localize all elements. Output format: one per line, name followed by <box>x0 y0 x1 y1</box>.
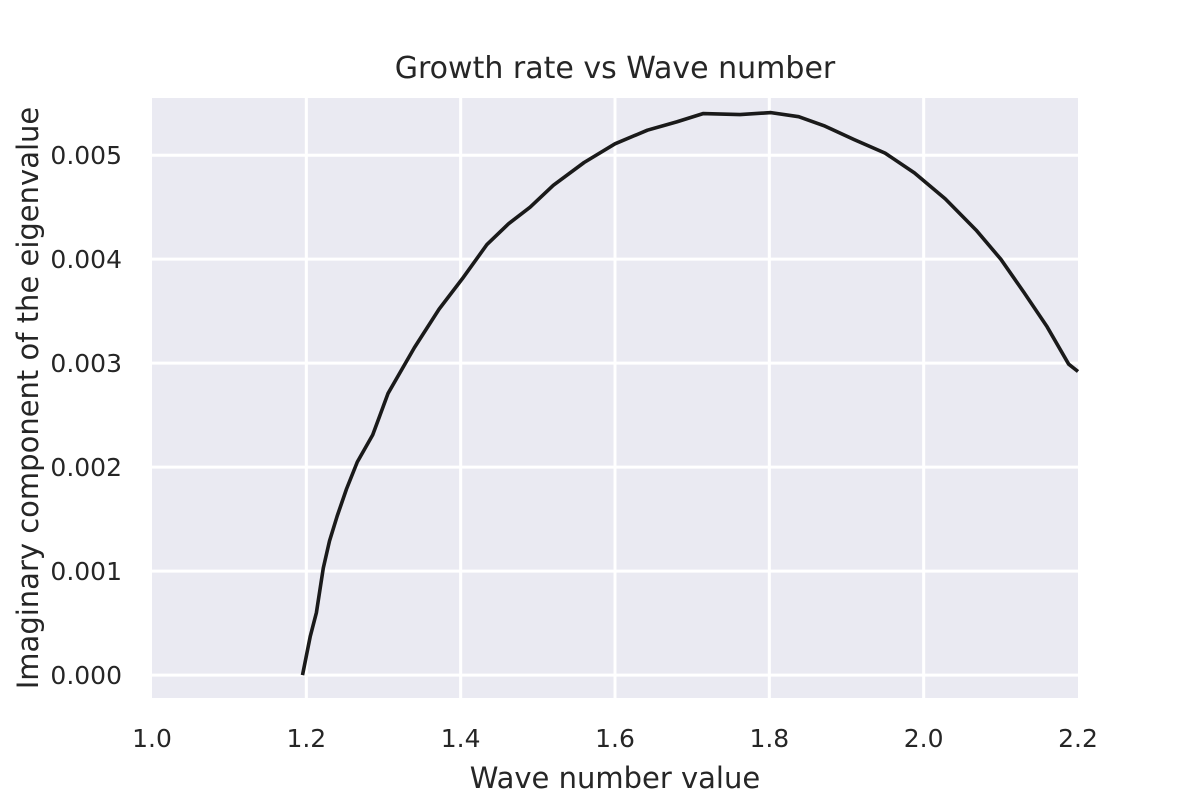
x-axis-label: Wave number value <box>470 761 760 795</box>
x-tick-label: 1.8 <box>749 724 789 753</box>
x-tick-label: 1.2 <box>286 724 326 753</box>
y-tick-labels: 0.000 0.001 0.002 0.003 0.004 0.005 <box>50 141 122 690</box>
series-group <box>300 110 1080 676</box>
y-grid-lines <box>152 153 1078 677</box>
y-axis-label: Imaginary component of the eigenvalue <box>11 107 45 690</box>
x-tick-label: 1.4 <box>441 724 481 753</box>
x-tick-label: 2.2 <box>1058 724 1098 753</box>
chart-title: Growth rate vs Wave number <box>395 51 836 86</box>
x-tick-labels: 1.0 1.2 1.4 1.6 1.8 2.0 2.2 <box>132 724 1098 753</box>
series-line <box>300 110 1080 676</box>
x-tick-label: 2.0 <box>904 724 944 753</box>
x-tick-label: 1.6 <box>595 724 635 753</box>
y-tick-label: 0.002 <box>50 453 122 482</box>
y-tick-label: 0.003 <box>50 349 122 378</box>
x-tick-label: 1.0 <box>132 724 172 753</box>
y-tick-label: 0.005 <box>50 141 122 170</box>
x-grid-lines <box>304 98 926 698</box>
y-tick-label: 0.001 <box>50 557 122 586</box>
y-tick-label: 0.004 <box>50 245 122 274</box>
y-tick-label: 0.000 <box>50 661 122 690</box>
